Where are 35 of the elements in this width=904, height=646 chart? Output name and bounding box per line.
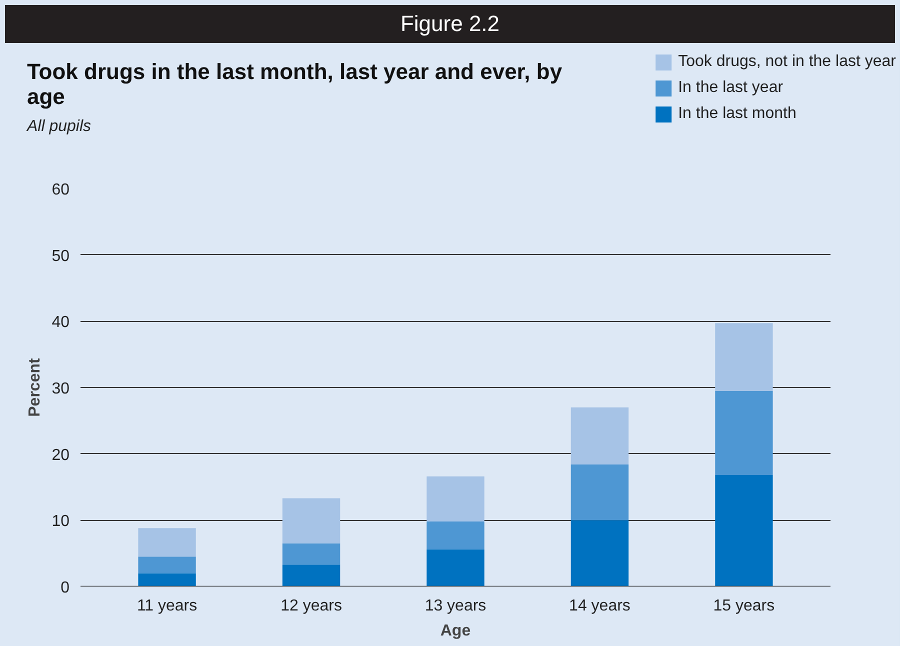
bar (570, 464, 629, 520)
x-axis-title: Age (440, 622, 471, 640)
y-tick-label: 30 (52, 380, 70, 398)
y-tick-label: 10 (52, 513, 70, 530)
bar (282, 498, 340, 544)
bar (282, 564, 340, 586)
bar (570, 407, 629, 464)
caption: Figure 2.2 (400, 10, 500, 38)
bar (138, 528, 196, 557)
y-tick-label: 0 (60, 580, 70, 596)
legend-label: Took drugs, not in the last year (678, 53, 896, 71)
y-axis-title: Percent (26, 357, 44, 417)
y-tick-label: 40 (52, 314, 70, 332)
legend-label: In the last month (678, 105, 796, 123)
bar (426, 521, 484, 550)
x-tick-label: 11 years (136, 598, 198, 614)
bar (570, 520, 629, 586)
bar (138, 556, 196, 574)
bar (715, 475, 773, 586)
chart-title: Took drugs in the last month, last year and ever, by age (27, 59, 564, 110)
x-tick-label: 12 years (280, 598, 342, 614)
bar (138, 573, 196, 586)
bar (715, 323, 773, 391)
x-tick-label: 14 years (569, 598, 630, 614)
bar (426, 549, 484, 586)
bar (282, 543, 340, 565)
y-tick-label: 60 (52, 182, 70, 198)
x-tick-label: 13 years (424, 598, 486, 614)
chart-subtitle: All pupils (27, 116, 92, 137)
bar (426, 476, 484, 522)
x-tick-label: 15 years (713, 598, 775, 614)
y-tick-label: 50 (52, 248, 70, 265)
legend-label: In the last year (678, 79, 784, 97)
y-tick-label: 20 (52, 446, 70, 464)
bar (715, 390, 773, 476)
